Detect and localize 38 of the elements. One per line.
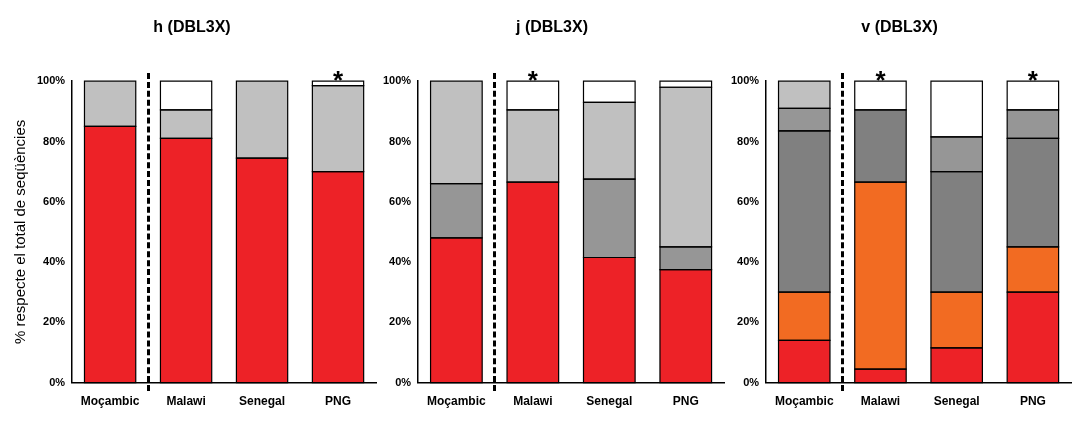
y-tick-label: 40% <box>43 255 66 268</box>
x-tick-label: Moçambic <box>427 394 487 409</box>
x-tick-label: PNG <box>1019 394 1046 409</box>
x-tick-label: Senegal <box>586 394 633 409</box>
chart-title: j (DBL3X) <box>515 18 588 36</box>
y-tick-label: 100% <box>730 74 760 87</box>
y-tick-label: 60% <box>43 194 66 207</box>
chart-title: h (DBL3X) <box>153 18 231 36</box>
annotation: * <box>332 65 344 96</box>
x-tick-label: Moçambic <box>80 394 140 409</box>
y-tick-label: 80% <box>389 134 412 147</box>
y-tick-label: 20% <box>389 315 412 328</box>
y-axis-title: % respecte el total de seqüències <box>11 119 29 345</box>
y-tick-label: 40% <box>737 255 760 268</box>
x-tick-label: PNG <box>325 394 352 409</box>
y-tick-label: 0% <box>395 375 412 388</box>
annotation: * <box>1027 65 1039 96</box>
y-tick-label: 100% <box>36 74 66 87</box>
y-tick-label: 60% <box>389 194 412 207</box>
y-tick-label: 40% <box>389 255 412 268</box>
y-tick-label: 60% <box>737 194 760 207</box>
x-tick-label: PNG <box>672 394 699 409</box>
y-tick-label: 80% <box>737 134 760 147</box>
chart-title: v (DBL3X) <box>861 18 938 36</box>
x-tick-label: Senegal <box>933 394 980 409</box>
y-tick-label: 20% <box>737 315 760 328</box>
y-tick-label: 0% <box>743 375 760 388</box>
y-tick-label: 80% <box>43 134 66 147</box>
x-tick-label: Malawi <box>513 394 553 409</box>
x-tick-label: Senegal <box>239 394 286 409</box>
y-tick-label: 0% <box>49 375 66 388</box>
annotation: * <box>875 65 887 96</box>
x-tick-label: Malawi <box>166 394 206 409</box>
x-tick-label: Malawi <box>860 394 901 409</box>
x-tick-label: Moçambic <box>774 394 834 409</box>
y-tick-label: 100% <box>382 74 412 87</box>
annotation: * <box>527 65 539 96</box>
y-tick-label: 20% <box>43 315 66 328</box>
